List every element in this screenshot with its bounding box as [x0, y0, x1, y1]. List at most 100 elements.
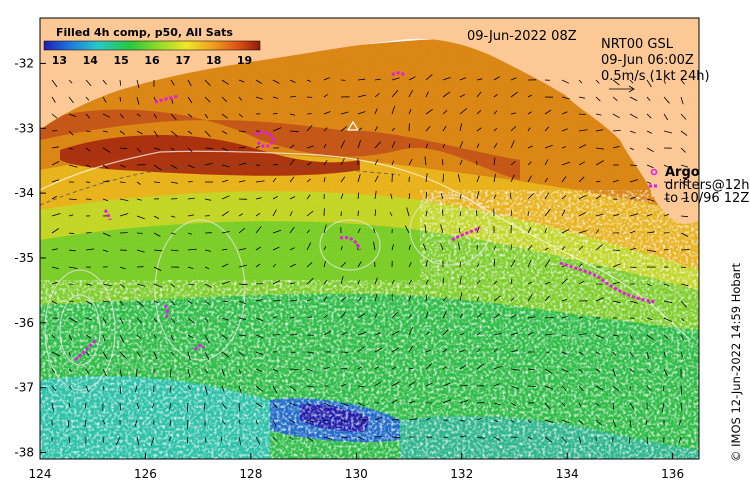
- velocity-arrow: [170, 232, 176, 235]
- velocity-arrow: [306, 368, 313, 372]
- velocity-arrow: [221, 317, 229, 321]
- velocity-arrow: [493, 245, 496, 251]
- velocity-arrow: [629, 230, 636, 234]
- velocity-arrow: [578, 316, 584, 319]
- velocity-arrow: [663, 334, 669, 340]
- velocity-arrow: [136, 351, 141, 357]
- velocity-arrow: [476, 332, 481, 336]
- velocity-arrow: [85, 164, 92, 168]
- velocity-arrow: [544, 281, 551, 285]
- velocity-arrow: [595, 351, 600, 355]
- velocity-arrow: [561, 351, 568, 355]
- velocity-arrow: [102, 96, 107, 103]
- velocity-arrow: [170, 317, 176, 324]
- velocity-arrow: [204, 266, 210, 270]
- velocity-arrow: [646, 181, 652, 184]
- velocity-arrow: [493, 194, 497, 200]
- velocity-arrow: [306, 229, 311, 234]
- velocity-arrow: [170, 283, 175, 288]
- velocity-arrow: [238, 368, 242, 374]
- velocity-arrow: [595, 96, 601, 102]
- velocity-arrow: [374, 293, 378, 302]
- velocity-arrow: [255, 145, 260, 149]
- velocity-arrow: [544, 145, 553, 149]
- velocity-arrow: [102, 147, 111, 153]
- velocity-arrow: [374, 159, 379, 166]
- velocity-arrow: [612, 96, 618, 102]
- velocity-arrow: [459, 365, 467, 370]
- y-tick-label: -36: [14, 316, 34, 330]
- velocity-arrow: [578, 402, 582, 407]
- velocity-arrow: [663, 351, 666, 358]
- velocity-arrow: [408, 159, 413, 166]
- velocity-arrow: [323, 94, 328, 98]
- velocity-arrow: [595, 229, 600, 234]
- velocity-arrow: [255, 334, 264, 339]
- velocity-arrow: [340, 436, 349, 439]
- velocity-arrow: [136, 402, 140, 410]
- velocity-arrow: [408, 294, 412, 302]
- velocity-arrow: [578, 263, 583, 268]
- velocity-arrow: [476, 263, 480, 268]
- velocity-arrow: [476, 296, 480, 302]
- velocity-arrow: [424, 156, 427, 166]
- velocity-arrow: [85, 96, 90, 101]
- velocity-arrow: [221, 96, 228, 103]
- velocity-arrow: [119, 130, 126, 135]
- velocity-arrow: [221, 130, 228, 135]
- velocity-arrow: [84, 402, 87, 409]
- velocity-arrow: [629, 196, 636, 200]
- velocity-arrow: [493, 259, 496, 268]
- velocity-arrow: [595, 129, 604, 132]
- velocity-arrow: [238, 283, 248, 286]
- velocity-arrow: [408, 314, 412, 319]
- velocity-arrow: [527, 175, 532, 183]
- velocity-arrow: [629, 368, 635, 373]
- velocity-arrow: [85, 113, 91, 119]
- velocity-arrow: [357, 192, 360, 200]
- velocity-arrow: [289, 436, 294, 441]
- velocity-arrow: [289, 211, 293, 217]
- colorbar-tick-label: 15: [113, 54, 128, 67]
- velocity-arrow: [357, 173, 361, 183]
- velocity-arrow: [168, 436, 172, 442]
- velocity-arrow: [425, 108, 433, 115]
- velocity-arrow: [67, 419, 70, 428]
- velocity-arrow: [221, 147, 229, 151]
- velocity-arrow: [408, 279, 413, 285]
- colorbar-tick-label: 14: [83, 54, 99, 67]
- velocity-arrow: [442, 143, 445, 149]
- velocity-arrow: [544, 333, 554, 336]
- velocity-arrow: [391, 140, 396, 149]
- velocity-arrow: [561, 278, 568, 285]
- scale-arrow-icon: [628, 85, 635, 93]
- velocity-arrow: [374, 366, 380, 370]
- velocity-arrow: [102, 79, 107, 85]
- velocity-arrow: [425, 382, 433, 387]
- y-tick-label: -37: [14, 381, 34, 395]
- velocity-arrow: [102, 436, 104, 443]
- velocity-arrow: [612, 130, 621, 132]
- velocity-arrow: [527, 316, 536, 319]
- velocity-arrow: [221, 164, 230, 168]
- velocity-arrow: [238, 334, 247, 337]
- velocity-arrow: [408, 418, 418, 421]
- velocity-arrow: [119, 198, 129, 202]
- velocity-arrow: [391, 381, 400, 387]
- velocity-arrow: [85, 248, 95, 251]
- velocity-arrow: [578, 385, 584, 392]
- velocity-arrow: [544, 317, 554, 319]
- velocity-arrow: [459, 261, 461, 268]
- velocity-arrow: [663, 79, 666, 85]
- velocity-arrow: [306, 162, 312, 166]
- velocity-arrow: [272, 79, 280, 84]
- velocity-arrow: [170, 147, 175, 151]
- velocity-arrow: [357, 111, 366, 115]
- velocity-arrow: [204, 300, 210, 306]
- colorbar-tick-label: 16: [144, 54, 160, 67]
- velocity-arrow: [646, 231, 655, 234]
- velocity-arrow: [255, 299, 263, 302]
- velocity-arrow: [102, 198, 109, 202]
- velocity-arrow: [204, 113, 209, 119]
- velocity-arrow: [238, 248, 247, 251]
